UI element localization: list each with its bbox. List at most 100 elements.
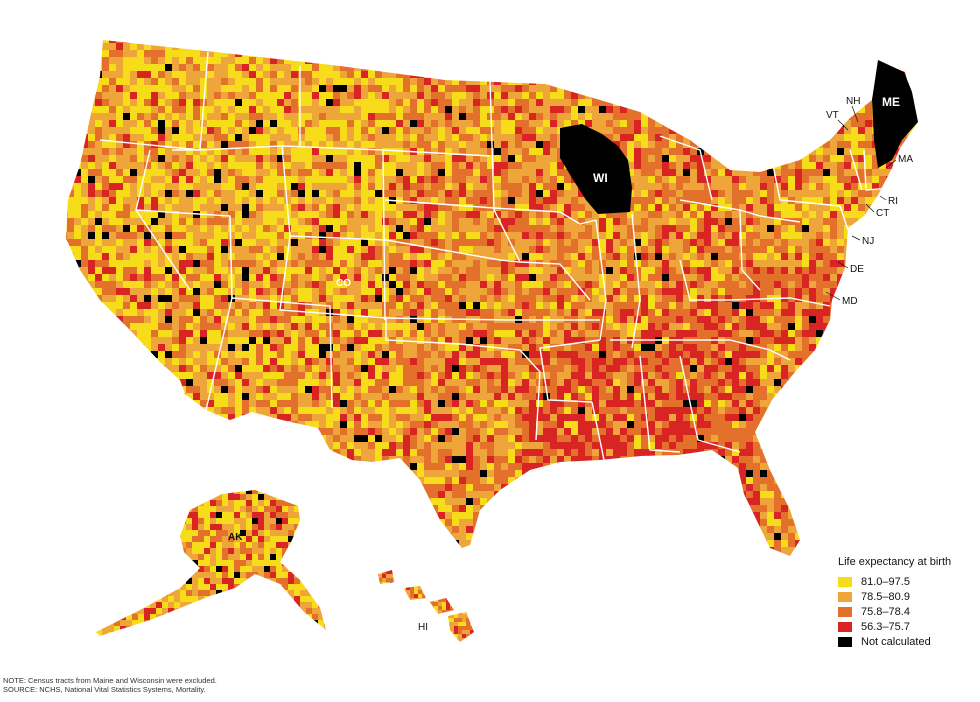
- tract-cell: [578, 267, 586, 275]
- tract-cell: [711, 239, 719, 247]
- tract-cell: [571, 78, 579, 86]
- tract-cell: [907, 183, 915, 191]
- tract-cell: [165, 295, 173, 303]
- tract-cell: [711, 183, 719, 191]
- tract-cell: [676, 309, 684, 317]
- tract-cell: [424, 176, 432, 184]
- tract-cell: [235, 225, 243, 233]
- tract-cell: [438, 281, 446, 289]
- tract-cell: [697, 71, 705, 79]
- tract-cell: [823, 274, 831, 282]
- tract-cell: [102, 120, 110, 128]
- tract-cell: [550, 239, 558, 247]
- tract-cell: [676, 148, 684, 156]
- tract-cell: [508, 113, 516, 121]
- tract-cell: [683, 211, 691, 219]
- tract-cell: [501, 302, 509, 310]
- tract-cell: [697, 211, 705, 219]
- tract-cell: [760, 92, 768, 100]
- tract-cell: [116, 211, 124, 219]
- tract-cell: [473, 92, 481, 100]
- tract-cell: [662, 302, 670, 310]
- tract-cell: [788, 92, 796, 100]
- tract-cell: [249, 197, 257, 205]
- tract-cell: [417, 309, 425, 317]
- tract-cell: [221, 113, 229, 121]
- tract-cell: [466, 99, 474, 107]
- tract-cell: [375, 246, 383, 254]
- tract-cell: [795, 281, 803, 289]
- tract-cell: [739, 253, 747, 261]
- tract-cell: [151, 127, 159, 135]
- tract-cell: [403, 113, 411, 121]
- tract-cell: [676, 64, 684, 72]
- tract-cell: [536, 85, 544, 93]
- tract-cell: [66, 253, 68, 261]
- tract-cell: [249, 190, 257, 198]
- tract-cell: [655, 64, 663, 72]
- tract-cell: [277, 267, 285, 275]
- tract-cell: [739, 295, 747, 303]
- tract-cell: [165, 197, 173, 205]
- tract-cell: [536, 204, 544, 212]
- tract-cell: [599, 281, 607, 289]
- tract-cell: [459, 183, 467, 191]
- tract-cell: [452, 281, 460, 289]
- tract-cell: [312, 40, 320, 44]
- tract-cell: [88, 309, 96, 317]
- tract-cell: [130, 120, 138, 128]
- tract-cell: [312, 302, 320, 310]
- tract-cell: [123, 148, 131, 156]
- tract-cell: [816, 197, 824, 205]
- tract-cell: [914, 260, 918, 268]
- tract-cell: [375, 309, 383, 317]
- tract-cell: [872, 302, 880, 310]
- tract-cell: [872, 225, 880, 233]
- tract-cell: [487, 302, 495, 310]
- tract-cell: [697, 99, 705, 107]
- tract-cell: [620, 267, 628, 275]
- tract-cell: [823, 141, 831, 149]
- tract-cell: [130, 148, 138, 156]
- tract-cell: [578, 40, 586, 44]
- tract-cell: [326, 288, 334, 296]
- tract-cell: [627, 50, 635, 58]
- tract-cell: [536, 211, 544, 219]
- tract-cell: [95, 43, 103, 51]
- tract-cell: [459, 309, 467, 317]
- tract-cell: [102, 40, 110, 44]
- tract-cell: [508, 176, 516, 184]
- tract-cell: [473, 309, 481, 317]
- tract-cell: [382, 78, 390, 86]
- tract-cell: [823, 71, 831, 79]
- tract-cell: [151, 197, 159, 205]
- tract-cell: [788, 253, 796, 261]
- tract-cell: [606, 253, 614, 261]
- tract-cell: [501, 246, 509, 254]
- tract-cell: [389, 225, 397, 233]
- tract-cell: [375, 57, 383, 65]
- tract-cell: [431, 127, 439, 135]
- tract-cell: [466, 309, 474, 317]
- tract-cell: [256, 127, 264, 135]
- tract-cell: [298, 218, 306, 226]
- tract-cell: [655, 197, 663, 205]
- tract-cell: [200, 197, 208, 205]
- tract-cell: [130, 204, 138, 212]
- tract-cell: [648, 148, 656, 156]
- tract-cell: [550, 218, 558, 226]
- tract-cell: [774, 218, 782, 226]
- tract-cell: [634, 239, 642, 247]
- tract-cell: [662, 211, 670, 219]
- tract-cell: [816, 155, 824, 163]
- tract-cell: [249, 127, 257, 135]
- tract-cell: [886, 281, 894, 289]
- tract-cell: [480, 211, 488, 219]
- tract-cell: [305, 40, 313, 44]
- tract-cell: [501, 155, 509, 163]
- tract-cell: [767, 211, 775, 219]
- tract-cell: [326, 127, 334, 135]
- tract-cell: [74, 183, 82, 191]
- tract-cell: [816, 232, 824, 240]
- tract-cell: [403, 211, 411, 219]
